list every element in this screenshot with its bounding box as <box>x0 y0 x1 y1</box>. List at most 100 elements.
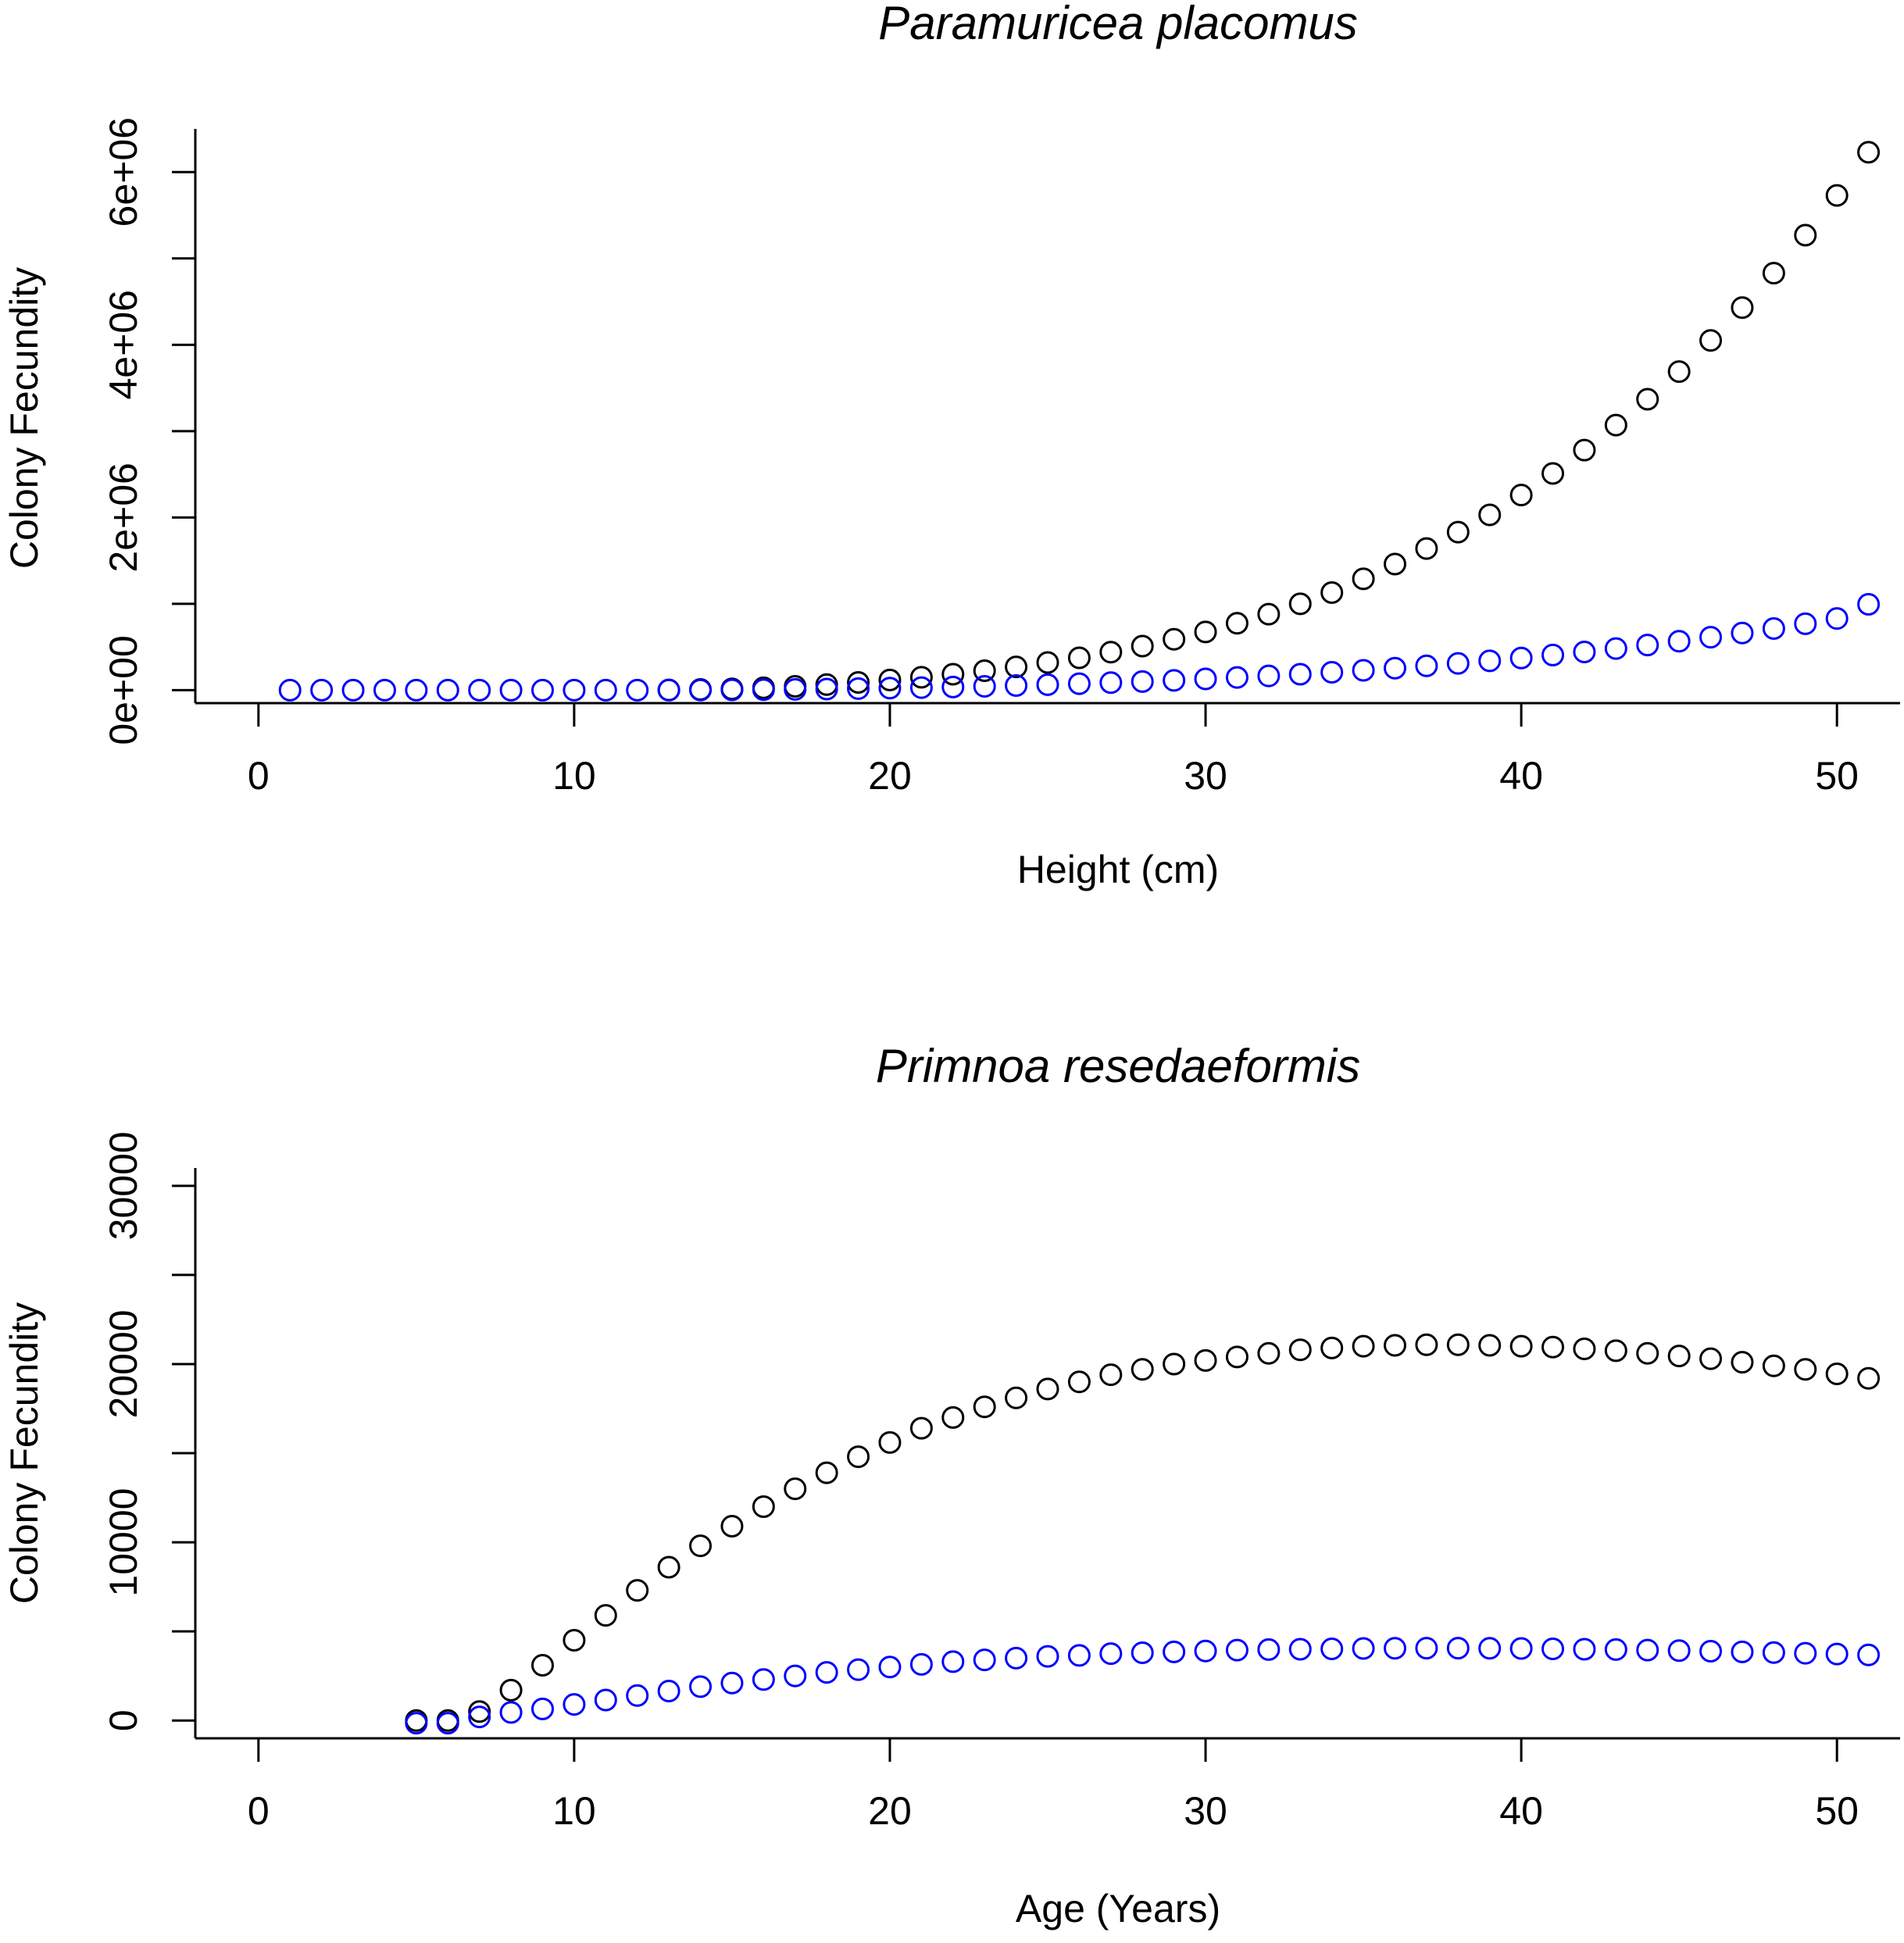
chart-panel-2: Primnoa resedaeformis 0 10 20 30 40 50 0 10000 20… <box>2 1040 1900 1930</box>
data-point-blue <box>1320 661 1344 684</box>
x-tick-label: 50 <box>1815 1789 1859 1833</box>
x-tick-label: 40 <box>1499 754 1543 798</box>
x-tick-label: 30 <box>1184 1789 1227 1833</box>
data-point-blue <box>847 1658 870 1681</box>
data-point-black <box>1573 438 1596 462</box>
x-tick-label: 0 <box>248 1789 270 1833</box>
data-point-black <box>1036 651 1059 674</box>
data-point-blue <box>1352 1637 1375 1660</box>
x-axis-label: Age (Years) <box>1016 1887 1220 1930</box>
x-tick-label: 20 <box>868 754 912 798</box>
data-point-blue <box>1446 652 1470 675</box>
data-point-blue <box>973 1648 996 1672</box>
data-point-blue <box>815 677 838 701</box>
data-point-black <box>1194 620 1217 644</box>
data-point-blue <box>1005 673 1028 697</box>
data-point-black <box>1794 223 1817 247</box>
data-point-black <box>973 1395 996 1419</box>
data-point-black <box>1257 1341 1281 1365</box>
data-point-blue <box>1067 1644 1091 1667</box>
data-point-blue <box>1509 1637 1533 1660</box>
data-point-blue <box>1383 656 1406 680</box>
data-point-black <box>1099 641 1123 664</box>
data-point-blue <box>1699 1639 1723 1663</box>
data-point-blue <box>1036 1645 1059 1668</box>
data-point-blue <box>1257 664 1281 688</box>
data-point-blue <box>1667 1639 1691 1663</box>
data-point-black <box>815 1461 838 1484</box>
x-axis-label: Height (cm) <box>1017 848 1219 891</box>
data-point-blue <box>499 1701 523 1724</box>
data-point-black <box>468 1700 491 1723</box>
data-point-blue <box>1099 671 1123 695</box>
data-point-black <box>530 1653 554 1677</box>
data-point-blue <box>752 678 775 702</box>
data-point-blue <box>1131 1641 1154 1664</box>
series-blue <box>278 592 1881 702</box>
x-tick-label: 50 <box>1815 754 1859 798</box>
data-point-black <box>1604 1339 1627 1363</box>
data-point-black <box>1731 1351 1754 1374</box>
data-point-blue <box>1699 626 1723 649</box>
data-point-blue <box>941 1650 965 1673</box>
series-black <box>405 1333 1881 1732</box>
data-point-black <box>1446 1333 1470 1356</box>
data-point-black <box>1573 1338 1596 1361</box>
data-point-black <box>1131 634 1154 658</box>
data-point-black <box>1131 1358 1154 1381</box>
data-point-blue <box>1541 1637 1565 1660</box>
data-point-blue <box>1604 637 1627 660</box>
data-point-black <box>1762 1354 1785 1377</box>
data-point-blue <box>784 1664 807 1688</box>
data-point-blue <box>657 678 681 702</box>
data-point-blue <box>626 678 649 702</box>
data-point-black <box>1794 1358 1817 1381</box>
y-tick-label: 10000 <box>102 1488 145 1597</box>
data-point-blue <box>468 1705 491 1729</box>
data-point-black <box>941 1405 965 1429</box>
data-point-blue <box>594 678 617 702</box>
data-point-blue <box>278 678 302 702</box>
data-point-blue <box>1225 1638 1248 1662</box>
data-point-black <box>1478 1334 1502 1357</box>
data-point-blue <box>405 678 428 702</box>
data-point-black <box>1067 646 1091 670</box>
data-point-blue <box>468 678 491 702</box>
data-point-black <box>1825 1362 1849 1385</box>
data-point-black <box>878 1430 902 1454</box>
data-point-blue <box>341 678 365 702</box>
y-axis-label: Colony Fecundity <box>2 1302 46 1604</box>
data-point-black <box>1825 184 1849 207</box>
data-point-blue <box>405 1712 428 1735</box>
y-tick-label: 4e+06 <box>102 290 145 399</box>
data-point-blue <box>1194 1639 1217 1663</box>
data-point-black <box>1541 462 1565 485</box>
data-point-black <box>1604 413 1627 437</box>
data-point-black <box>1415 1333 1438 1356</box>
x-tick-label: 20 <box>868 1789 912 1833</box>
data-point-black <box>1099 1363 1123 1387</box>
data-point-black <box>1320 581 1344 605</box>
data-point-black <box>1036 1377 1059 1401</box>
data-point-blue <box>1099 1642 1123 1666</box>
data-point-blue <box>530 1697 554 1720</box>
data-point-black <box>973 659 996 683</box>
data-point-blue <box>530 678 554 702</box>
data-point-black <box>594 1604 617 1627</box>
data-point-black <box>563 1629 586 1652</box>
data-point-black <box>941 663 965 686</box>
x-tick-label: 30 <box>1184 754 1227 798</box>
data-point-blue <box>1794 612 1817 635</box>
data-point-blue <box>1762 1641 1785 1664</box>
data-point-blue <box>720 678 744 702</box>
data-point-black <box>1667 1345 1691 1368</box>
x-tick-label: 10 <box>552 1789 596 1833</box>
y-tick-label: 0e+00 <box>102 635 145 745</box>
data-point-blue <box>1225 666 1248 689</box>
data-point-blue <box>1731 1640 1754 1663</box>
data-point-blue <box>752 1668 775 1691</box>
data-point-blue <box>878 1655 902 1679</box>
data-point-black <box>1541 1335 1565 1359</box>
